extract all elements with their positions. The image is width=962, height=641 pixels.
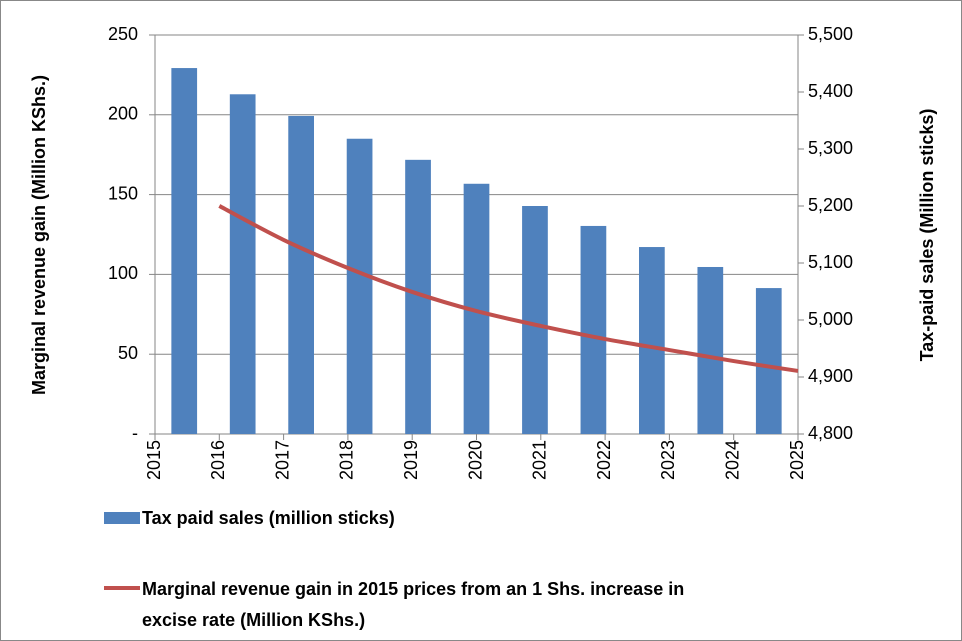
y2-tick-label: 4,800 <box>808 423 853 443</box>
y-tick-label: 250 <box>108 24 138 44</box>
x-tick-label: 2025 <box>787 440 807 480</box>
x-tick-label: 2022 <box>594 440 614 480</box>
legend-label: Tax paid sales (million sticks) <box>142 508 395 528</box>
legend-label: Marginal revenue gain in 2015 prices fro… <box>142 579 684 630</box>
y2-axis-title: Tax-paid sales (Million sticks) <box>917 109 937 362</box>
y-tick-label: 200 <box>108 104 138 124</box>
y2-tick-label: 5,100 <box>808 252 853 272</box>
y2-tick-label: 5,400 <box>808 81 853 101</box>
x-tick-label: 2020 <box>465 440 485 480</box>
legend-label-line: excise rate (Million KShs.) <box>142 610 365 630</box>
x-tick-label: 2016 <box>208 440 228 480</box>
x-tick-label: 2021 <box>530 440 550 480</box>
x-tick-label: 2023 <box>658 440 678 480</box>
x-tick-label: 2018 <box>337 440 357 480</box>
bar <box>580 225 607 434</box>
x-tick-label: 2017 <box>272 440 292 480</box>
y-tick-label: 50 <box>118 343 138 363</box>
bar <box>229 94 256 434</box>
bar <box>522 206 548 434</box>
y2-tick-label: 5,200 <box>808 195 853 215</box>
x-tick-label: 2024 <box>722 440 742 480</box>
y2-tick-label: 5,500 <box>808 24 853 44</box>
y2-tick-label: 4,900 <box>808 366 853 386</box>
bar <box>639 247 665 434</box>
x-tick-label: 2015 <box>144 440 164 480</box>
y2-tick-label: 5,300 <box>808 138 853 158</box>
legend-swatch <box>104 512 140 524</box>
bar <box>755 288 782 434</box>
y-tick-label: - <box>132 423 138 443</box>
bar <box>288 115 314 434</box>
bar <box>171 68 198 434</box>
y2-tick-label: 5,000 <box>808 309 853 329</box>
bar <box>346 138 373 435</box>
bar <box>697 266 724 434</box>
y-axis-title: Marginal revenue gain (Million KShs.) <box>29 75 49 395</box>
x-tick-label: 2019 <box>401 440 421 480</box>
y-tick-label: 100 <box>108 263 138 283</box>
line <box>218 204 799 373</box>
y-tick-label: 150 <box>108 183 138 203</box>
legend-label-line: Marginal revenue gain in 2015 prices fro… <box>142 579 684 599</box>
